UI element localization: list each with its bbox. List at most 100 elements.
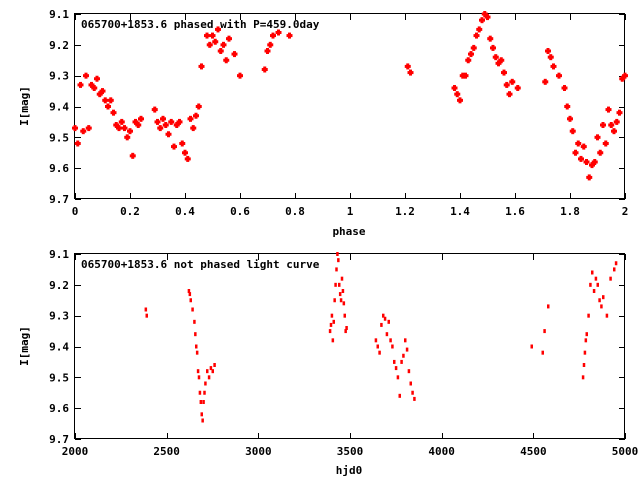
data-point	[138, 115, 144, 122]
data-point	[162, 122, 169, 128]
data-point	[547, 54, 554, 61]
data-point	[597, 149, 604, 156]
data-point	[592, 289, 596, 293]
data-point	[602, 140, 609, 147]
data-point	[556, 72, 562, 79]
y-tick-label: 9.6	[49, 402, 69, 415]
data-point	[600, 122, 606, 128]
data-point	[495, 60, 502, 67]
data-point	[226, 35, 232, 42]
data-point	[501, 69, 507, 76]
axis-ticks: 0 0.2 0.4 0.6 0.8 1 1.2 1.4 1.6 1.8 2 9.1 9.2 9.3 9.4 9…	[49, 8, 628, 218]
axis-ticks: 2000 2500 3000 3500 4000 4500 5000 9.1 9.2 9.3 9.4…	[49, 248, 638, 458]
data-point	[530, 344, 533, 349]
x-tick-label: 0.6	[230, 205, 250, 218]
data-point	[335, 267, 338, 272]
data-point	[374, 338, 378, 343]
y-tick-label: 9.2	[49, 39, 69, 52]
data-point	[587, 313, 590, 318]
data-point	[121, 125, 128, 132]
data-point	[451, 85, 458, 91]
data-point	[454, 91, 461, 98]
data-point	[110, 109, 117, 116]
data-point	[107, 97, 114, 104]
x-tick-label: 0.2	[120, 205, 140, 218]
data-point	[85, 125, 92, 132]
data-point	[338, 292, 342, 297]
data-point	[605, 313, 609, 318]
data-point	[191, 307, 194, 312]
data-point	[209, 32, 216, 39]
data-point	[196, 369, 200, 374]
data-point	[598, 298, 601, 303]
data-point	[102, 97, 109, 104]
data-point	[96, 91, 103, 98]
data-point	[407, 69, 414, 76]
data-point	[569, 128, 576, 135]
data-point	[484, 14, 491, 21]
data-point	[613, 118, 620, 125]
x-tick-label: 4000	[428, 445, 455, 458]
data-point	[413, 396, 416, 401]
data-point	[198, 390, 202, 395]
data-point	[188, 292, 192, 297]
data-point	[189, 298, 192, 303]
data-point	[275, 29, 282, 36]
data-point	[561, 85, 568, 91]
data-point	[329, 322, 333, 327]
y-tick-label: 9.2	[49, 279, 69, 292]
data-point	[583, 350, 587, 355]
x-tick-label: 2000	[62, 445, 89, 458]
plot-frame	[74, 13, 625, 199]
data-point	[589, 282, 592, 287]
data-point	[391, 344, 394, 349]
data-point	[145, 313, 148, 318]
data-point	[99, 88, 106, 95]
data-point	[193, 319, 196, 324]
data-point	[337, 258, 340, 263]
data-point	[389, 338, 392, 343]
data-point	[550, 63, 557, 70]
data-point	[336, 252, 339, 256]
data-point	[197, 375, 201, 380]
data-point	[404, 63, 411, 70]
data-point	[376, 344, 379, 349]
data-point	[394, 366, 398, 371]
data-point	[286, 32, 293, 39]
data-point	[195, 103, 202, 110]
data-point	[338, 282, 341, 287]
data-point	[118, 118, 125, 125]
data-point	[173, 122, 180, 128]
data-point	[223, 57, 230, 64]
data-points	[72, 11, 628, 181]
data-point	[204, 32, 210, 39]
data-point	[614, 261, 618, 266]
data-point	[564, 103, 571, 110]
data-point	[179, 140, 186, 147]
data-point	[176, 118, 183, 125]
data-point	[201, 418, 204, 423]
x-tick-label: 4500	[520, 445, 547, 458]
data-point	[398, 393, 401, 398]
y-tick-label: 9.4	[49, 101, 69, 114]
data-point	[267, 41, 274, 48]
x-tick-label: 3000	[245, 445, 272, 458]
data-point	[605, 106, 612, 113]
data-point	[217, 48, 224, 54]
data-point	[105, 103, 111, 110]
data-point	[473, 32, 480, 39]
x-tick-label: 3500	[337, 445, 364, 458]
x-tick-label: 2	[622, 205, 629, 218]
y-tick-label: 9.1	[49, 8, 69, 21]
data-point	[116, 125, 122, 132]
data-point	[127, 128, 133, 135]
data-point	[132, 118, 139, 125]
data-point	[591, 159, 598, 165]
data-point	[264, 48, 271, 54]
x-tick-label: 0.4	[175, 205, 195, 218]
data-point	[487, 35, 494, 42]
data-point	[514, 85, 521, 91]
data-point	[330, 313, 334, 318]
unphased-light-curve-panel: I[mag] hjd0 065700+1853.6 not phased lig…	[18, 248, 638, 477]
data-point	[333, 298, 336, 303]
